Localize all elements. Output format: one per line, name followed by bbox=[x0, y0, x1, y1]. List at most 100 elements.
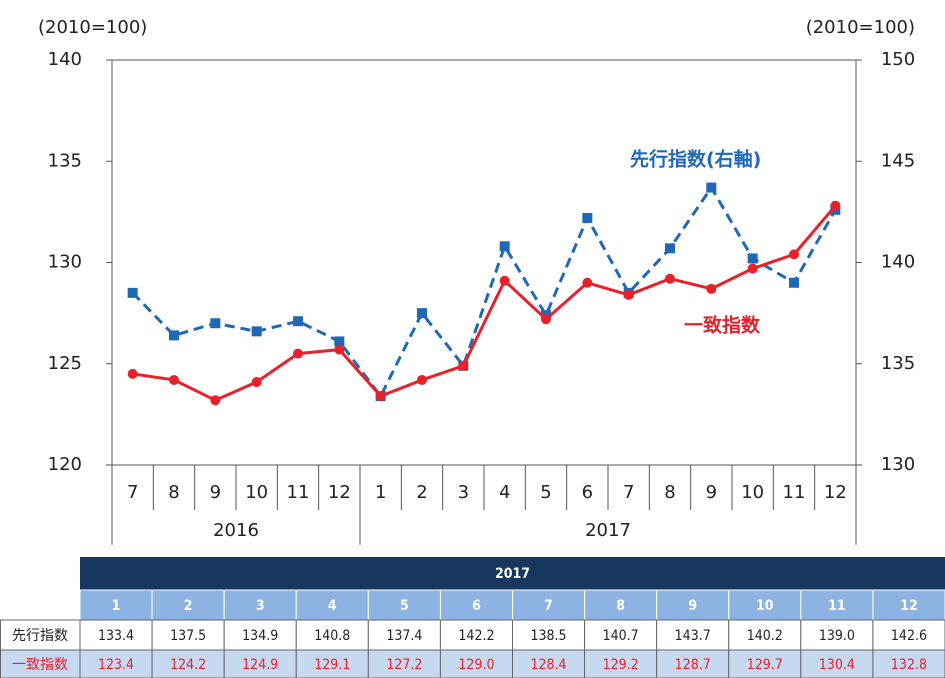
point bbox=[789, 277, 799, 288]
point bbox=[210, 395, 221, 406]
point bbox=[665, 273, 675, 284]
y2-unit-label: (2010=100) bbox=[806, 17, 915, 38]
table-value: 139.0 bbox=[819, 628, 855, 644]
point bbox=[747, 253, 758, 264]
month-label: 2 bbox=[184, 598, 193, 614]
table-value: 143.7 bbox=[675, 628, 711, 644]
table-value: 140.2 bbox=[747, 628, 783, 644]
y-tick-label: 130 bbox=[48, 252, 82, 273]
table-value: 133.4 bbox=[98, 628, 134, 644]
month-label: 8 bbox=[616, 598, 625, 614]
x-tick-label: 10 bbox=[741, 482, 764, 503]
table-cell bbox=[728, 649, 802, 678]
table-value: 137.5 bbox=[170, 628, 206, 644]
y-tick-label: 135 bbox=[48, 150, 82, 171]
table-year: 2017 bbox=[495, 566, 530, 582]
month-label: 6 bbox=[472, 598, 481, 614]
table-value: 127.2 bbox=[386, 657, 422, 673]
x-tick-label: 6 bbox=[582, 482, 593, 503]
y2-tick-label: 145 bbox=[881, 150, 915, 171]
table-value: 128.7 bbox=[675, 657, 711, 673]
point bbox=[251, 376, 262, 387]
x-tick-label: 2 bbox=[416, 482, 427, 503]
y-tick-label: 120 bbox=[48, 454, 82, 475]
point bbox=[169, 330, 179, 341]
table-cell bbox=[439, 649, 513, 678]
table-value: 142.6 bbox=[891, 628, 927, 644]
month-cell bbox=[223, 589, 297, 621]
table-value: 134.9 bbox=[242, 628, 278, 644]
month-label: 12 bbox=[900, 598, 918, 614]
month-cell bbox=[728, 589, 802, 621]
table-value: 140.7 bbox=[603, 628, 639, 644]
row-label: 一致指数 bbox=[12, 657, 68, 673]
point bbox=[706, 182, 717, 193]
table-cell bbox=[728, 619, 802, 651]
point bbox=[499, 275, 510, 286]
plot-frame bbox=[111, 59, 857, 466]
month-label: 3 bbox=[256, 598, 265, 614]
y2-tick-label: 130 bbox=[881, 454, 915, 475]
y-tick-label: 140 bbox=[48, 49, 82, 70]
x-tick-label: 7 bbox=[127, 482, 138, 503]
table-cell bbox=[512, 619, 586, 651]
x-tick-label: 12 bbox=[328, 482, 351, 503]
month-label: 9 bbox=[688, 598, 697, 614]
y-unit-label: (2010=100) bbox=[38, 17, 147, 38]
month-label: 4 bbox=[328, 598, 337, 614]
series-line bbox=[131, 184, 837, 399]
x-tick-label: 8 bbox=[168, 482, 179, 503]
point bbox=[293, 348, 303, 359]
series-line bbox=[132, 204, 837, 402]
series-label: 一致指数 bbox=[684, 314, 761, 337]
point bbox=[665, 243, 675, 254]
point bbox=[210, 318, 221, 329]
month-label: 7 bbox=[544, 598, 553, 614]
month-cell bbox=[656, 589, 730, 621]
y2-tick-label: 150 bbox=[881, 49, 915, 70]
table-value: 124.9 bbox=[242, 657, 278, 673]
table-value: 129.0 bbox=[458, 657, 494, 673]
y-tick-label: 125 bbox=[48, 353, 82, 374]
table-value: 142.2 bbox=[458, 628, 494, 644]
table-cell bbox=[79, 619, 153, 651]
point bbox=[127, 287, 138, 298]
x-tick-label: 5 bbox=[540, 482, 551, 503]
table-value: 124.2 bbox=[170, 657, 206, 673]
x-tick-label: 9 bbox=[210, 482, 221, 503]
month-cell bbox=[151, 589, 225, 621]
point bbox=[499, 241, 510, 252]
point bbox=[417, 308, 427, 319]
point bbox=[293, 316, 303, 327]
x-tick-label: 1 bbox=[375, 482, 386, 503]
x-tick-label: 11 bbox=[783, 482, 806, 503]
table-value: 128.4 bbox=[531, 657, 567, 673]
period-label: 2016 bbox=[213, 520, 259, 541]
table-value: 130.4 bbox=[819, 657, 855, 673]
point bbox=[169, 374, 179, 385]
month-cell bbox=[800, 589, 874, 621]
point bbox=[251, 326, 262, 337]
month-cell bbox=[79, 589, 153, 621]
table-cell bbox=[872, 649, 945, 678]
table-value: 129.7 bbox=[747, 657, 783, 673]
point bbox=[127, 368, 138, 379]
x-tick-label: 10 bbox=[245, 482, 268, 503]
point bbox=[417, 374, 427, 385]
x-tick-label: 8 bbox=[664, 482, 675, 503]
table-cell bbox=[151, 649, 225, 678]
table-cell bbox=[439, 619, 513, 651]
table-cell bbox=[584, 649, 658, 678]
table-cell bbox=[584, 619, 658, 651]
point bbox=[334, 344, 345, 355]
point bbox=[541, 314, 551, 325]
month-label: 10 bbox=[756, 598, 774, 614]
x-tick-label: 7 bbox=[623, 482, 634, 503]
table-value: 132.8 bbox=[891, 657, 927, 673]
point bbox=[582, 212, 593, 223]
y2-tick-label: 140 bbox=[881, 252, 915, 273]
x-tick-label: 9 bbox=[706, 482, 717, 503]
period-label: 2017 bbox=[585, 520, 631, 541]
month-label: 5 bbox=[400, 598, 409, 614]
